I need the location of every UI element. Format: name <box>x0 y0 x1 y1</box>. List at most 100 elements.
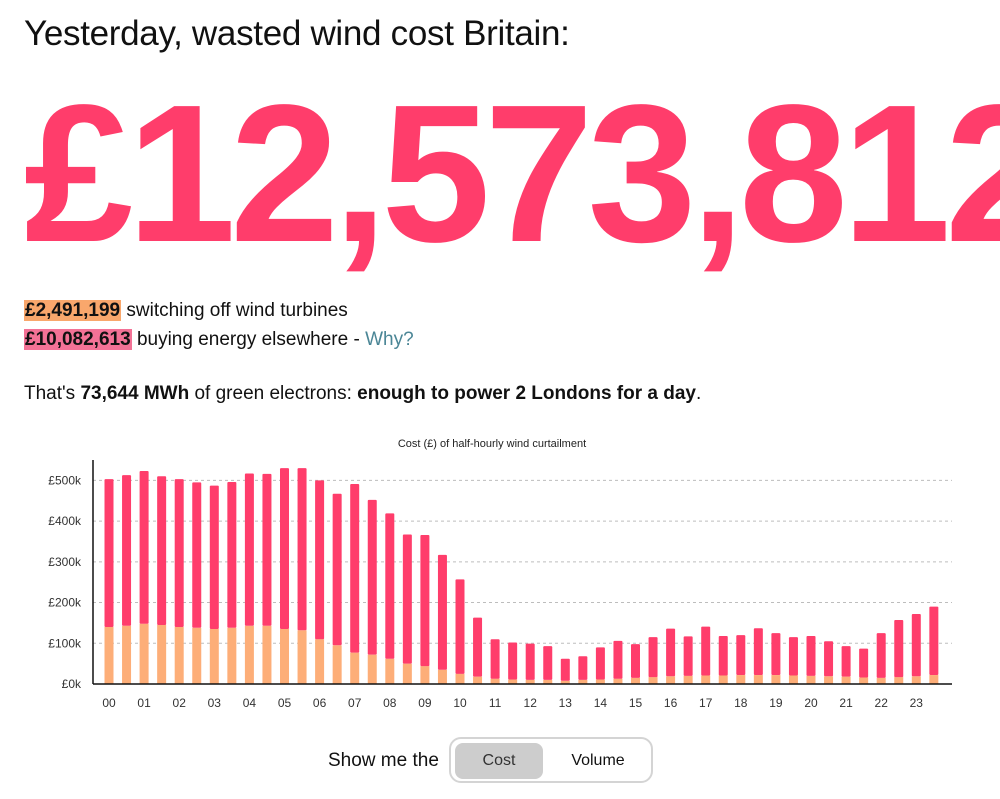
x-tick-label: 15 <box>629 696 643 710</box>
bar-buying <box>104 479 114 627</box>
bar-switch-off <box>122 625 132 684</box>
bar-switch-off <box>736 675 746 684</box>
x-tick-label: 12 <box>524 696 538 710</box>
bar-buying <box>157 476 167 625</box>
bar-switch-off <box>718 675 728 684</box>
bar-buying <box>560 658 570 681</box>
page-headline: Yesterday, wasted wind cost Britain: <box>24 14 570 53</box>
x-tick-label: 04 <box>243 696 257 710</box>
summary-middle: of green electrons: <box>189 383 358 404</box>
bar-buying <box>824 641 834 677</box>
summary-londons: enough to power 2 Londons for a day <box>357 383 696 404</box>
x-tick-label: 07 <box>348 696 362 710</box>
bar-buying <box>280 468 289 630</box>
bar-buying <box>911 613 921 677</box>
x-tick-label: 03 <box>208 696 222 710</box>
bar-buying <box>648 637 658 678</box>
x-tick-label: 20 <box>804 696 818 710</box>
x-tick-label: 13 <box>559 696 573 710</box>
bar-switch-off <box>420 666 430 684</box>
bar-switch-off <box>806 675 816 684</box>
y-tick-label: £200k <box>48 596 82 610</box>
x-tick-label: 06 <box>313 696 327 710</box>
bar-buying <box>613 640 623 679</box>
bar-switch-off <box>911 676 921 684</box>
x-tick-label: 22 <box>875 696 889 710</box>
bar-switch-off <box>683 675 693 684</box>
bar-buying <box>806 635 816 676</box>
x-tick-label: 18 <box>734 696 748 710</box>
bar-switch-off <box>315 639 325 684</box>
buying-line: £10,082,613 buying energy elsewhere - Wh… <box>24 325 414 354</box>
bar-buying <box>455 579 465 674</box>
x-tick-label: 19 <box>769 696 783 710</box>
switch-off-line: £2,491,199 switching off wind turbines <box>24 296 414 325</box>
bar-switch-off <box>525 679 535 684</box>
bar-buying <box>736 635 746 676</box>
bar-buying <box>771 633 781 676</box>
why-link[interactable]: Why? <box>365 329 414 350</box>
y-tick-label: £300k <box>48 555 82 569</box>
x-tick-label: 16 <box>664 696 678 710</box>
bar-buying <box>490 639 500 679</box>
x-tick-label: 01 <box>137 696 151 710</box>
x-tick-label: 14 <box>594 696 608 710</box>
bar-buying <box>929 606 939 676</box>
x-tick-label: 11 <box>489 696 502 710</box>
bar-buying <box>543 646 553 680</box>
bar-switch-off <box>929 675 939 684</box>
bar-buying <box>525 643 535 680</box>
bar-switch-off <box>894 677 904 684</box>
bar-switch-off <box>473 676 483 684</box>
bar-switch-off <box>227 627 237 684</box>
switch-off-text: switching off wind turbines <box>126 300 348 321</box>
bar-buying <box>437 554 447 670</box>
x-tick-label: 17 <box>699 696 713 710</box>
bar-switch-off <box>824 676 834 684</box>
x-tick-label: 23 <box>910 696 924 710</box>
bar-switch-off <box>578 679 588 684</box>
bar-switch-off <box>648 677 658 684</box>
bar-buying <box>227 481 237 628</box>
summary-volume: 73,644 MWh <box>80 383 190 404</box>
bar-switch-off <box>244 625 254 684</box>
bar-buying <box>209 485 219 630</box>
bar-buying <box>244 473 254 626</box>
bar-buying <box>350 484 360 653</box>
bar-switch-off <box>788 675 798 684</box>
bar-switch-off <box>490 678 500 684</box>
y-tick-label: £500k <box>48 473 82 487</box>
bar-switch-off <box>192 627 202 684</box>
bar-buying <box>420 534 430 667</box>
bar-switch-off <box>876 677 886 684</box>
bar-switch-off <box>560 680 570 684</box>
bar-switch-off <box>859 677 869 684</box>
bar-switch-off <box>385 658 395 684</box>
bar-buying <box>788 637 798 676</box>
bar-buying <box>139 470 149 624</box>
bar-buying <box>595 647 605 680</box>
bar-switch-off <box>332 645 342 684</box>
bar-buying <box>894 620 904 678</box>
cost-toggle-button[interactable]: Cost <box>455 743 543 779</box>
x-tick-label: 05 <box>278 696 292 710</box>
y-tick-label: £100k <box>48 636 82 650</box>
switch-off-amount: £2,491,199 <box>24 300 122 321</box>
bar-buying <box>473 617 483 677</box>
bar-buying <box>367 499 377 655</box>
bar-switch-off <box>455 673 465 684</box>
toggle-label: Show me the <box>328 750 439 771</box>
bar-buying <box>701 626 711 676</box>
buying-amount: £10,082,613 <box>24 329 132 350</box>
metric-toggle: Cost Volume <box>449 737 653 783</box>
bar-buying <box>666 628 676 677</box>
buying-text: buying energy elsewhere - <box>136 329 366 350</box>
x-tick-label: 10 <box>453 696 467 710</box>
bar-switch-off <box>104 626 114 684</box>
volume-toggle-button[interactable]: Volume <box>571 752 625 769</box>
x-tick-label: 00 <box>102 696 116 710</box>
bar-switch-off <box>280 629 289 684</box>
bar-buying <box>297 468 307 631</box>
bar-switch-off <box>631 677 640 684</box>
bar-switch-off <box>367 654 377 684</box>
